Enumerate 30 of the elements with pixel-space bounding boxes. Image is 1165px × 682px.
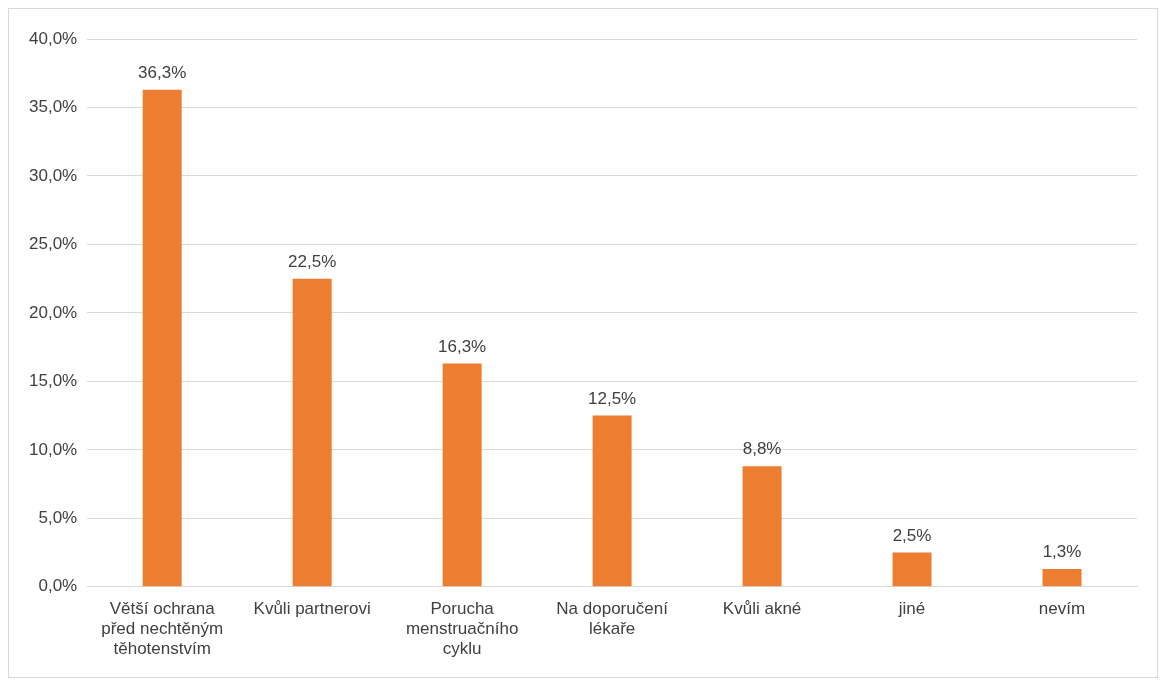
y-tick-label: 35,0% [29, 97, 78, 117]
x-tick-label: nevím [1038, 598, 1086, 618]
y-tick-label: 30,0% [29, 165, 78, 185]
y-tick-label: 20,0% [29, 302, 78, 322]
x-tick-label: Porucha menstruačního cyklu [405, 598, 519, 659]
data-label: 12,5% [588, 388, 637, 408]
bar [1042, 569, 1082, 587]
data-label: 8,8% [742, 439, 782, 459]
x-tick-label: Větší ochrana před nechtěným těhotenstvím [101, 598, 224, 659]
y-tick-label: 0,0% [38, 576, 78, 596]
bar [742, 466, 782, 587]
data-label: 1,3% [1042, 542, 1082, 562]
data-label: 22,5% [288, 251, 337, 271]
x-tick-label: Na doporučení lékaře [556, 598, 669, 639]
y-tick-label: 15,0% [29, 371, 78, 391]
x-tick-label: jiné [897, 598, 926, 618]
y-tick-label: 5,0% [38, 508, 78, 528]
bar [592, 415, 632, 587]
bar [142, 89, 182, 587]
y-tick-label: 40,0% [29, 28, 78, 48]
y-tick-label: 10,0% [29, 439, 78, 459]
bar [292, 278, 332, 587]
bar [442, 363, 482, 587]
data-label: 2,5% [892, 525, 932, 545]
data-label: 36,3% [138, 62, 187, 82]
x-tick-label: Kvůli akné [722, 598, 802, 618]
bar [892, 552, 932, 587]
x-tick-label: Kvůli partnerovi [253, 598, 371, 618]
y-tick-label: 25,0% [29, 234, 78, 254]
data-label: 16,3% [438, 336, 487, 356]
